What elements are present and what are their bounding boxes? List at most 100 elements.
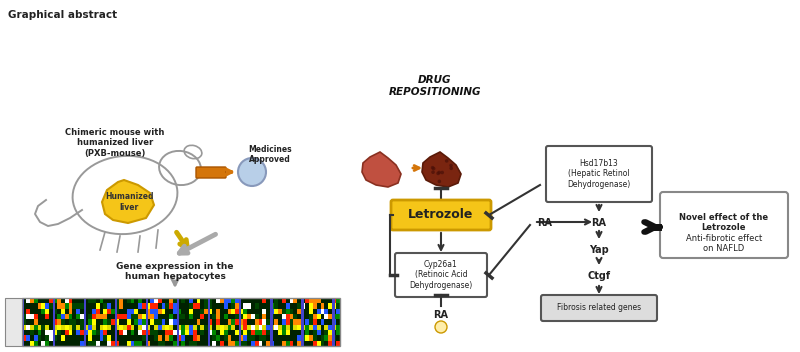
Bar xyxy=(216,309,220,314)
Bar xyxy=(150,330,154,335)
Bar xyxy=(22,298,26,303)
Bar xyxy=(177,319,181,325)
Bar xyxy=(317,298,321,303)
Bar xyxy=(84,335,88,341)
Bar xyxy=(42,341,46,346)
Bar xyxy=(220,335,224,341)
Bar xyxy=(73,330,76,335)
Bar xyxy=(111,325,115,330)
Bar xyxy=(258,303,262,309)
Bar xyxy=(84,298,86,303)
Bar xyxy=(111,303,115,309)
Bar xyxy=(317,325,321,330)
Bar xyxy=(61,325,65,330)
Bar xyxy=(239,325,242,330)
Bar xyxy=(254,319,258,325)
Bar xyxy=(305,309,309,314)
Bar xyxy=(251,335,254,341)
Bar xyxy=(185,325,189,330)
Bar xyxy=(138,325,142,330)
Bar xyxy=(270,335,273,341)
Bar xyxy=(30,335,34,341)
Bar xyxy=(247,335,251,341)
Bar xyxy=(22,335,24,341)
Bar xyxy=(96,341,99,346)
Bar xyxy=(216,325,220,330)
Bar xyxy=(278,314,282,319)
Bar xyxy=(107,325,111,330)
Bar xyxy=(181,330,185,335)
Bar xyxy=(103,314,107,319)
Bar xyxy=(26,298,30,303)
Bar xyxy=(239,330,242,335)
Bar xyxy=(321,325,325,330)
Bar xyxy=(158,309,162,314)
Bar xyxy=(138,341,142,346)
Bar xyxy=(197,335,200,341)
Bar xyxy=(158,298,162,303)
Bar xyxy=(212,335,216,341)
Bar xyxy=(69,341,73,346)
Bar xyxy=(158,319,162,325)
Bar xyxy=(92,325,96,330)
Bar xyxy=(208,319,212,325)
Bar xyxy=(262,341,266,346)
Bar xyxy=(38,330,42,335)
Bar xyxy=(193,319,197,325)
Bar xyxy=(266,325,270,330)
Bar xyxy=(42,319,46,325)
Bar xyxy=(181,303,185,309)
Bar xyxy=(162,330,166,335)
Bar xyxy=(302,335,303,341)
Bar xyxy=(298,298,302,303)
Bar xyxy=(208,314,210,319)
Bar xyxy=(254,309,258,314)
Bar xyxy=(231,325,235,330)
Bar xyxy=(162,298,166,303)
Bar xyxy=(321,335,325,341)
Bar xyxy=(258,309,262,314)
Bar xyxy=(302,303,305,309)
Bar xyxy=(46,303,49,309)
Bar xyxy=(227,335,231,341)
Bar xyxy=(247,325,251,330)
Bar xyxy=(142,314,146,319)
Bar xyxy=(88,330,92,335)
Bar xyxy=(239,309,243,314)
Bar xyxy=(80,335,84,341)
Bar xyxy=(282,303,286,309)
Bar xyxy=(247,309,251,314)
Bar xyxy=(239,298,243,303)
Bar xyxy=(239,330,243,335)
Bar xyxy=(103,341,107,346)
Bar xyxy=(317,335,321,341)
Bar xyxy=(317,341,321,346)
Bar xyxy=(208,314,212,319)
Bar xyxy=(49,298,53,303)
Bar xyxy=(115,314,118,319)
Bar xyxy=(262,325,266,330)
Bar xyxy=(286,325,290,330)
Bar xyxy=(123,314,126,319)
Bar xyxy=(22,335,26,341)
Bar xyxy=(251,298,254,303)
Bar xyxy=(270,298,274,303)
Bar xyxy=(146,303,149,309)
Bar xyxy=(115,319,119,325)
Bar xyxy=(130,298,134,303)
Bar xyxy=(216,298,220,303)
Bar xyxy=(286,314,290,319)
Bar xyxy=(134,309,138,314)
Bar xyxy=(177,335,181,341)
Bar xyxy=(61,309,65,314)
Bar xyxy=(177,341,179,346)
Bar xyxy=(134,319,138,325)
Bar xyxy=(170,325,174,330)
Bar xyxy=(166,319,170,325)
Bar xyxy=(146,319,149,325)
Bar xyxy=(243,314,247,319)
Bar xyxy=(313,330,317,335)
Bar xyxy=(84,325,86,330)
Bar xyxy=(309,330,313,335)
Bar xyxy=(231,319,235,325)
